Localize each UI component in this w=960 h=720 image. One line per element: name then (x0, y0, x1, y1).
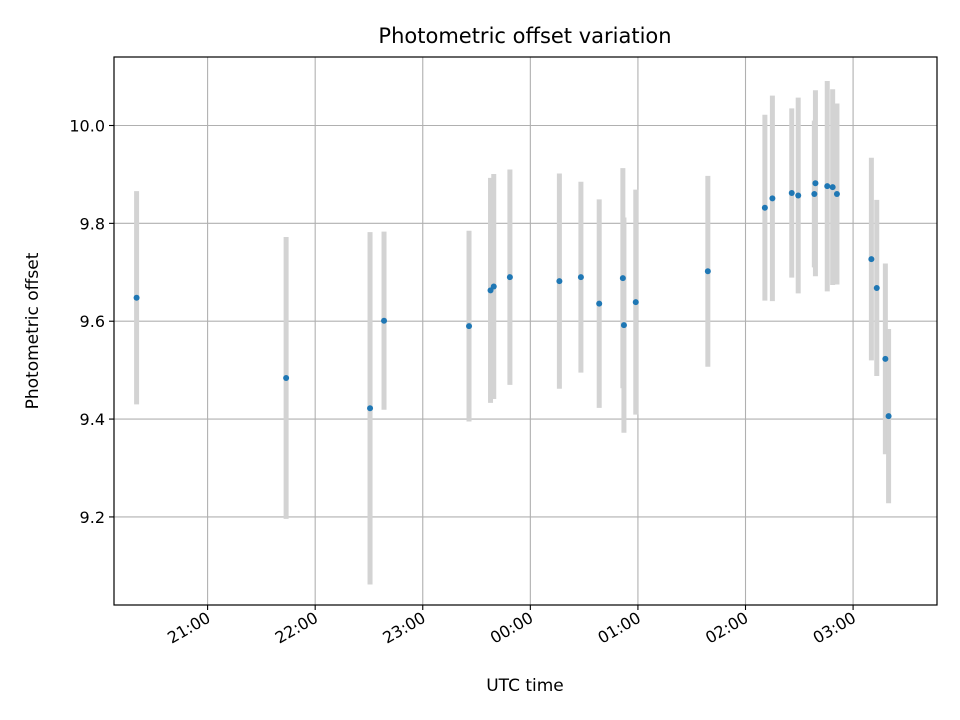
data-point (885, 413, 892, 420)
data-point (466, 323, 473, 330)
data-point (490, 283, 497, 290)
data-point (367, 405, 374, 412)
data-point (632, 299, 639, 306)
data-points (133, 180, 892, 420)
data-point (133, 294, 140, 301)
x-axis-label: UTC time (486, 676, 564, 696)
data-point (788, 190, 795, 197)
x-axis-ticks: 21:00 22:00 23:00 00:00 01:00 02:00 03:00 (164, 605, 859, 648)
chart-title: Photometric offset variation (378, 24, 671, 48)
x-tick-label: 22:00 (272, 608, 321, 648)
data-point (811, 191, 818, 197)
data-point (873, 284, 880, 291)
data-point (619, 275, 626, 282)
x-tick-label: 01:00 (594, 608, 643, 648)
data-point (620, 322, 627, 329)
data-point (556, 278, 563, 285)
data-point (795, 192, 802, 199)
data-point (596, 300, 603, 307)
error-bars (134, 80, 892, 585)
data-point (761, 204, 768, 211)
data-point (704, 268, 711, 275)
y-tick-label: 9.6 (80, 312, 105, 331)
data-point (868, 256, 875, 263)
x-tick-label: 02:00 (702, 608, 751, 648)
x-tick-label: 03:00 (810, 608, 859, 648)
y-tick-label: 10.0 (69, 117, 105, 136)
y-tick-label: 9.2 (80, 508, 105, 527)
data-point (577, 274, 584, 281)
y-tick-label: 9.8 (80, 214, 105, 233)
data-point (829, 184, 836, 191)
data-point (506, 274, 513, 281)
y-axis-label: Photometric offset (23, 252, 43, 409)
data-point (812, 180, 819, 187)
data-point (381, 317, 388, 324)
x-tick-label: 00:00 (487, 608, 536, 648)
data-point (769, 195, 776, 202)
data-point (824, 183, 831, 190)
data-point (833, 191, 840, 197)
data-point (882, 355, 889, 362)
plot-frame (113, 56, 938, 606)
y-axis-ticks: 9.2 9.4 9.6 9.8 10.0 (69, 117, 114, 527)
x-tick-label: 21:00 (164, 608, 213, 648)
y-tick-label: 9.4 (80, 410, 105, 429)
data-point (283, 374, 290, 381)
x-tick-label: 23:00 (379, 608, 428, 648)
